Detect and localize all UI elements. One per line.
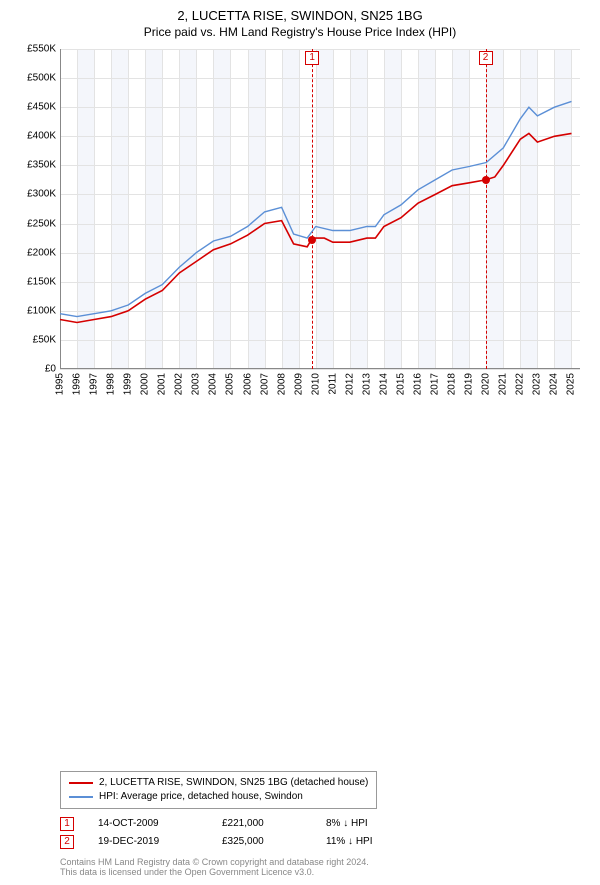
legend: 2, LUCETTA RISE, SWINDON, SN25 1BG (deta…	[60, 771, 377, 809]
y-axis-label: £500K	[16, 73, 56, 84]
y-axis-label: £50K	[16, 334, 56, 345]
x-axis-label: 2019	[464, 373, 475, 395]
y-axis-label: £200K	[16, 247, 56, 258]
sale-price: £325,000	[222, 833, 302, 851]
x-axis-label: 2024	[549, 373, 560, 395]
y-axis-label: £250K	[16, 218, 56, 229]
x-axis-label: 2007	[259, 373, 270, 395]
x-axis-label: 2015	[395, 373, 406, 395]
table-row: 1 14-OCT-2009 £221,000 8% ↓ HPI	[60, 815, 590, 833]
sale-marker-box: 1	[60, 817, 74, 831]
sale-date: 19-DEC-2019	[98, 833, 198, 851]
y-axis-label: £550K	[16, 44, 56, 55]
x-axis-label: 2006	[242, 373, 253, 395]
x-axis-label: 2022	[515, 373, 526, 395]
page-title: 2, LUCETTA RISE, SWINDON, SN25 1BG	[10, 8, 590, 23]
x-axis-label: 2003	[191, 373, 202, 395]
x-axis-label: 2016	[413, 373, 424, 395]
series-line	[60, 101, 572, 316]
table-row: 2 19-DEC-2019 £325,000 11% ↓ HPI	[60, 833, 590, 851]
x-axis-label: 2025	[566, 373, 577, 395]
legend-swatch	[69, 796, 93, 798]
y-axis-label: £100K	[16, 305, 56, 316]
x-axis-label: 2012	[344, 373, 355, 395]
price-chart: £0 £50K £100K £150K £200K £250K £300K £350K £400…	[10, 45, 590, 405]
x-axis-label: 2004	[208, 373, 219, 395]
x-axis-label: 2017	[430, 373, 441, 395]
y-axis-label: £350K	[16, 160, 56, 171]
x-axis-label: 2001	[157, 373, 168, 395]
legend-swatch	[69, 782, 93, 784]
sale-vs-hpi: 11% ↓ HPI	[326, 833, 373, 851]
x-axis-label: 1996	[72, 373, 83, 395]
x-axis-label: 2008	[276, 373, 287, 395]
legend-label: HPI: Average price, detached house, Swin…	[99, 790, 303, 804]
x-axis-label: 2011	[327, 373, 338, 395]
footnote: Contains HM Land Registry data © Crown c…	[60, 857, 590, 877]
y-axis-label: £300K	[16, 189, 56, 200]
sale-marker-box: 2	[60, 835, 74, 849]
y-axis-label: £400K	[16, 131, 56, 142]
sale-dot	[308, 236, 316, 244]
x-axis-label: 1997	[89, 373, 100, 395]
x-axis-label: 2010	[310, 373, 321, 395]
x-axis-label: 2000	[140, 373, 151, 395]
x-axis-label: 2020	[481, 373, 492, 395]
x-axis-label: 2014	[378, 373, 389, 395]
sale-dot	[482, 176, 490, 184]
x-axis-label: 1995	[55, 373, 66, 395]
x-axis-label: 2002	[174, 373, 185, 395]
x-axis-label: 2009	[293, 373, 304, 395]
sale-vs-hpi: 8% ↓ HPI	[326, 815, 368, 833]
page-subtitle: Price paid vs. HM Land Registry's House …	[10, 25, 590, 39]
x-axis-label: 2018	[447, 373, 458, 395]
sale-date: 14-OCT-2009	[98, 815, 198, 833]
x-axis-label: 2021	[498, 373, 509, 395]
x-axis-label: 1998	[106, 373, 117, 395]
y-axis-label: £0	[16, 364, 56, 375]
sales-table: 1 14-OCT-2009 £221,000 8% ↓ HPI 2 19-DEC-2019…	[60, 815, 590, 851]
x-axis-label: 2005	[225, 373, 236, 395]
x-axis-label: 2023	[532, 373, 543, 395]
y-axis-label: £450K	[16, 102, 56, 113]
x-axis-label: 1999	[123, 373, 134, 395]
sale-price: £221,000	[222, 815, 302, 833]
x-axis-label: 2013	[361, 373, 372, 395]
legend-label: 2, LUCETTA RISE, SWINDON, SN25 1BG (deta…	[99, 776, 368, 790]
y-axis-label: £150K	[16, 276, 56, 287]
series-line	[60, 133, 572, 322]
